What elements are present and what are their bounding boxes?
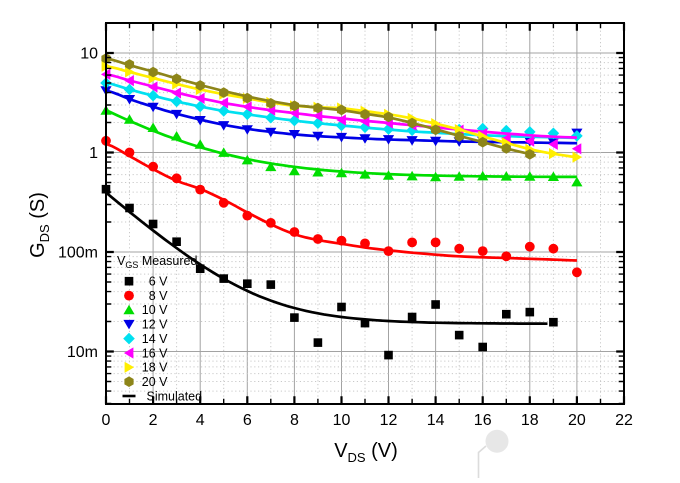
svg-text:GDS (S): GDS (S) <box>27 192 52 258</box>
svg-text:6: 6 <box>243 412 252 429</box>
svg-text:10: 10 <box>80 46 98 63</box>
svg-text:14 V: 14 V <box>142 332 168 346</box>
svg-text:20 V: 20 V <box>142 375 168 389</box>
svg-text:1: 1 <box>89 145 98 162</box>
svg-text:18 V: 18 V <box>142 361 168 375</box>
svg-text:20: 20 <box>568 412 586 429</box>
svg-text:100m: 100m <box>58 245 98 262</box>
svg-text:14: 14 <box>427 412 445 429</box>
svg-text:10 V: 10 V <box>142 303 168 317</box>
svg-text:10m: 10m <box>67 344 98 361</box>
svg-text:8 V: 8 V <box>149 289 168 303</box>
svg-text:16: 16 <box>474 412 492 429</box>
svg-text:12: 12 <box>380 412 398 429</box>
svg-text:2: 2 <box>149 412 158 429</box>
svg-text:0: 0 <box>102 412 111 429</box>
svg-text:22: 22 <box>615 412 633 429</box>
svg-text:10: 10 <box>333 412 351 429</box>
svg-text:4: 4 <box>196 412 205 429</box>
svg-text:8: 8 <box>290 412 299 429</box>
svg-text:Simulated: Simulated <box>147 389 203 403</box>
svg-text:12 V: 12 V <box>142 318 168 332</box>
svg-text:18: 18 <box>521 412 539 429</box>
svg-text:16 V: 16 V <box>142 346 168 360</box>
svg-text:6 V: 6 V <box>149 275 168 289</box>
svg-text:VDS (V): VDS (V) <box>334 440 398 465</box>
